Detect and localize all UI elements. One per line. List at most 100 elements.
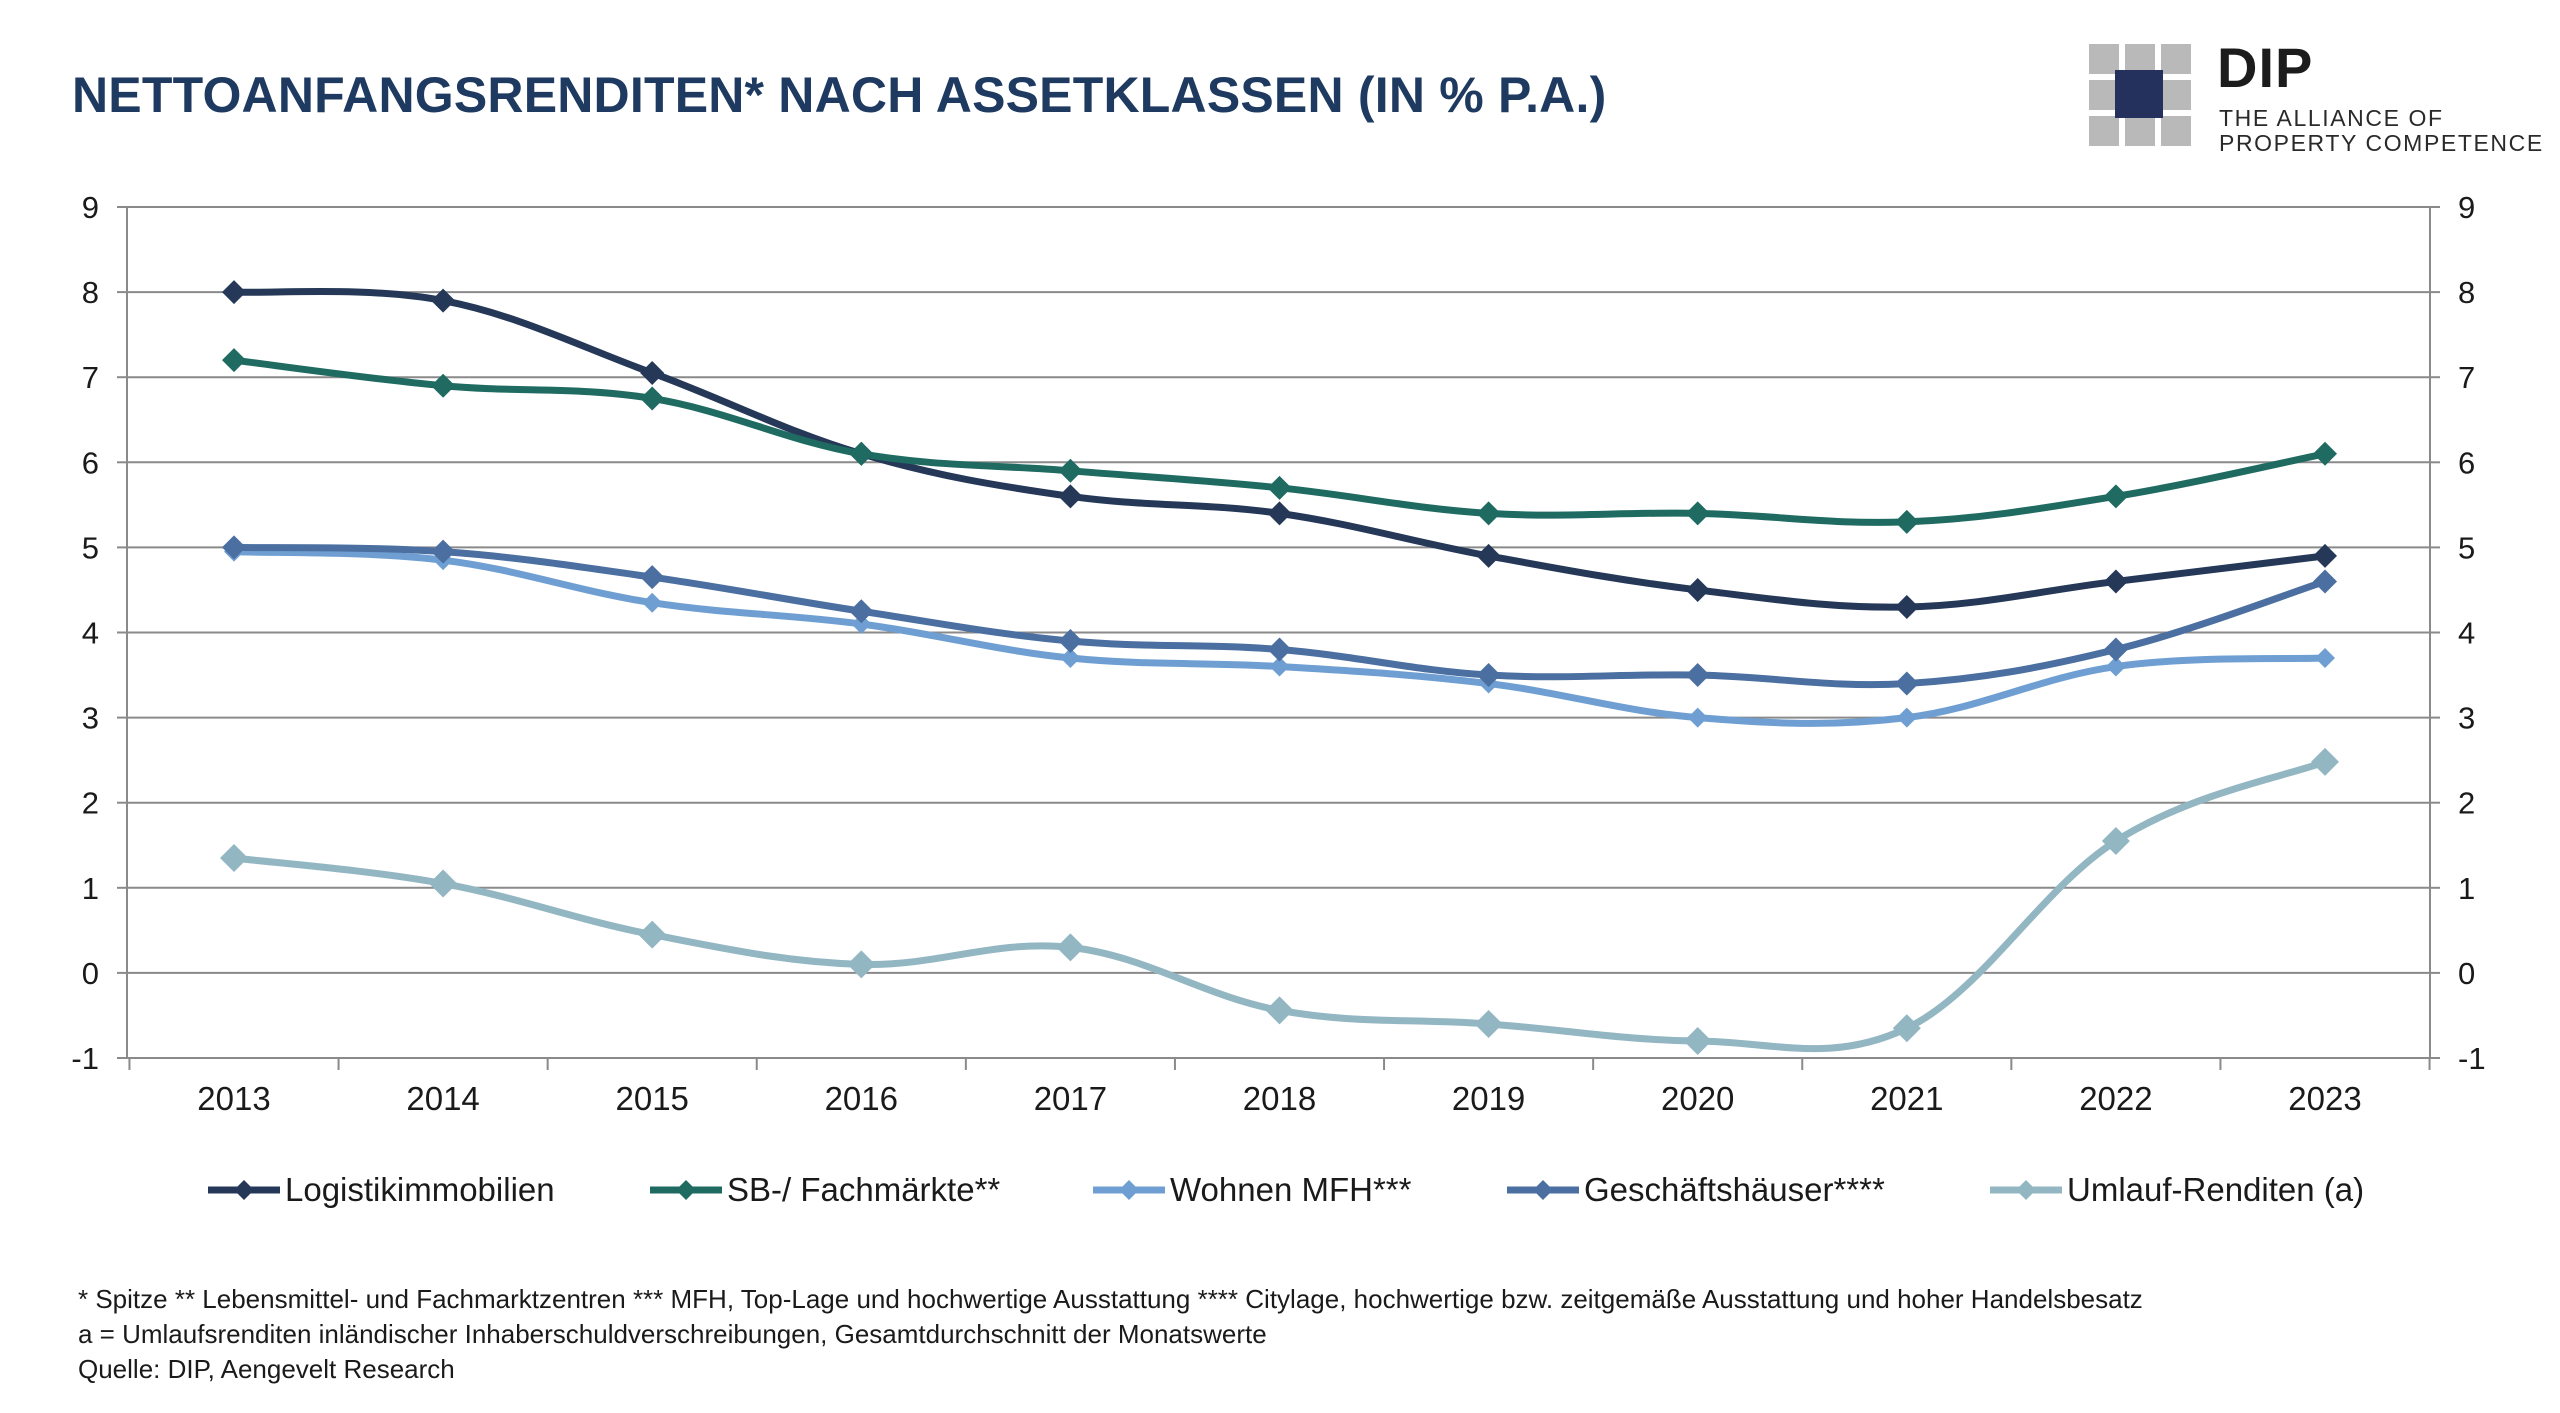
footnotes: * Spitze ** Lebensmittel- und Fachmarktz…: [78, 1282, 2143, 1387]
grid-lines: [127, 206, 2430, 974]
data-point: [2311, 747, 2339, 776]
data-point: [2315, 648, 2335, 669]
data-point: [2313, 569, 2337, 594]
data-point: [431, 288, 456, 313]
data-point: [2103, 637, 2128, 662]
x-tick-label: 2019: [1452, 1080, 1525, 1117]
x-tick-label: 2013: [197, 1080, 270, 1117]
data-point: [1685, 577, 1710, 602]
data-point: [2313, 441, 2337, 466]
data-point: [849, 599, 874, 624]
data-point: [2101, 826, 2130, 855]
y-tick-label-right: 2: [2458, 786, 2475, 821]
data-point: [640, 386, 665, 411]
data-point: [1056, 933, 1085, 962]
legend-label: Umlauf-Renditen (a): [2067, 1171, 2364, 1208]
x-tick-label: 2015: [615, 1080, 688, 1117]
legend-label: Geschäftshäuser****: [1584, 1171, 1885, 1208]
tick-labels: 9 9 8 8 7 7 6 6 5 5 4 4 3 3 2 2 1 1 0 0 -1 -1 2013 2014 2015 2016…: [71, 190, 2485, 1117]
data-point: [2103, 569, 2128, 594]
data-point: [1060, 648, 1081, 669]
dip-logo-mark: [2089, 44, 2191, 146]
logo-tagline-line1: THE ALLIANCE OF: [2219, 105, 2444, 131]
y-tick-label-left: 0: [82, 956, 99, 991]
data-point: [1894, 509, 1919, 534]
x-tick-label: 2016: [825, 1080, 898, 1117]
data-point: [1267, 501, 1292, 526]
data-point: [851, 613, 872, 634]
data-point: [431, 373, 456, 398]
y-tick-label-left: 2: [82, 786, 99, 821]
legend-marker: [676, 1180, 696, 1200]
axes: [117, 206, 2440, 1070]
y-tick-label-left: 5: [82, 530, 99, 565]
data-point: [222, 280, 246, 305]
x-tick-label: 2020: [1661, 1080, 1734, 1117]
data-point: [2105, 656, 2126, 677]
data-point: [1265, 996, 1294, 1025]
legend-marker: [234, 1180, 254, 1200]
dip-logo: DIP THE ALLIANCE OF PROPERTY COMPETENCE: [2085, 38, 2555, 168]
x-tick-label: 2023: [2288, 1080, 2361, 1117]
data-point: [1476, 501, 1501, 526]
footnote-2: a = Umlaufsrenditen inländischer Inhaber…: [78, 1319, 1267, 1349]
y-tick-label-right: 9: [2458, 190, 2475, 225]
x-tick-label: 2017: [1034, 1080, 1107, 1117]
data-point: [1476, 543, 1501, 568]
y-tick-label-right: 1: [2458, 871, 2475, 906]
y-tick-label-right: 3: [2458, 701, 2475, 736]
y-tick-label-right: 6: [2458, 445, 2475, 480]
data-point: [1058, 629, 1083, 654]
data-point: [640, 565, 665, 590]
series-line: [233, 758, 2327, 1053]
data-point: [642, 592, 663, 613]
data-point: [1476, 663, 1501, 688]
y-tick-label-left: 7: [82, 360, 99, 395]
data-point: [429, 869, 458, 898]
x-tick-label: 2021: [1870, 1080, 1943, 1117]
data-point: [1896, 707, 1917, 728]
legend-marker: [2016, 1180, 2036, 1200]
data-point: [638, 920, 667, 949]
data-point: [1685, 663, 1710, 688]
data-point: [1892, 1014, 1921, 1043]
data-point: [1058, 484, 1083, 509]
data-point: [222, 535, 246, 560]
x-tick-label: 2014: [406, 1080, 479, 1117]
data-point: [640, 360, 665, 385]
y-tick-label-left: 3: [82, 701, 99, 736]
data-point: [222, 348, 246, 373]
legend-marker: [1119, 1180, 1139, 1200]
x-tick-label: 2022: [2079, 1080, 2152, 1117]
logo-tagline: THE ALLIANCE OF PROPERTY COMPETENCE: [2219, 106, 2544, 156]
data-point: [1683, 1026, 1712, 1055]
y-tick-label-left: -1: [71, 1041, 99, 1076]
data-point: [1687, 707, 1708, 728]
data-point: [2103, 484, 2128, 509]
y-tick-label-right: -1: [2458, 1041, 2486, 1076]
y-tick-label-right: 8: [2458, 275, 2475, 310]
data-point: [1474, 1009, 1503, 1038]
logo-name: DIP: [2217, 36, 2314, 99]
data-point: [2313, 543, 2337, 568]
y-tick-label-right: 4: [2458, 616, 2475, 651]
y-tick-label-right: 5: [2458, 530, 2475, 565]
legend: Logistikimmobilien SB-/ Fachmärkte** Wohne…: [208, 1171, 2364, 1208]
data-point: [847, 950, 876, 979]
y-tick-label-right: 0: [2458, 956, 2475, 991]
y-tick-label-left: 6: [82, 445, 99, 480]
data-point: [1894, 671, 1919, 696]
y-tick-label-right: 7: [2458, 360, 2475, 395]
legend-label: Logistikimmobilien: [285, 1171, 555, 1208]
y-tick-label-left: 9: [82, 190, 99, 225]
legend-label: SB-/ Fachmärkte**: [727, 1171, 1000, 1208]
data-point: [1269, 656, 1290, 677]
source-note: Quelle: DIP, Aengevelt Research: [78, 1354, 455, 1384]
y-tick-label-left: 4: [82, 616, 99, 651]
logo-tagline-line2: PROPERTY COMPETENCE: [2219, 130, 2544, 156]
y-tick-label-left: 8: [82, 275, 99, 310]
legend-label: Wohnen MFH***: [1170, 1171, 1412, 1208]
data-point: [1894, 594, 1919, 619]
x-tick-label: 2018: [1243, 1080, 1316, 1117]
data-point: [431, 539, 456, 564]
